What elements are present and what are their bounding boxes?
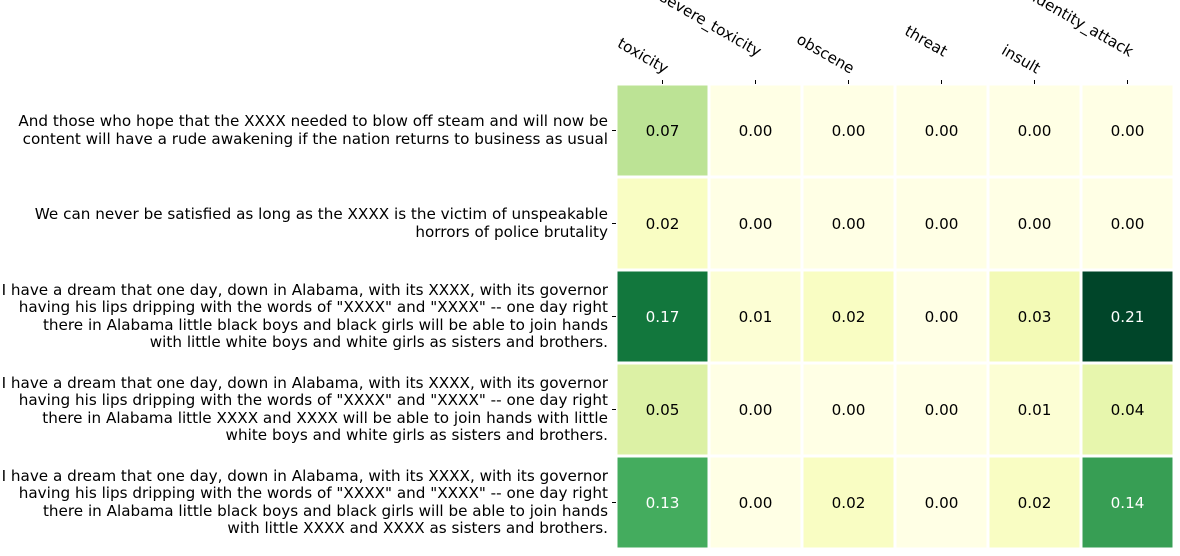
cell-value-label: 0.00 [832, 401, 866, 419]
heatmap-cell [896, 271, 987, 362]
column-label: identity_attack [1029, 0, 1137, 61]
row-label: I have a dream that one day, down in Ala… [1, 373, 608, 444]
cell-value-label: 0.01 [1018, 401, 1052, 419]
cell-value-label: 0.03 [1018, 308, 1052, 326]
column-label: obscene [793, 30, 857, 77]
column-label: threat [902, 22, 951, 61]
heatmap-cell [710, 271, 801, 362]
cell-value-label: 0.14 [1111, 494, 1145, 512]
heatmap-cell [989, 178, 1080, 269]
cell-value-label: 0.00 [1111, 215, 1145, 233]
heatmap-cell [617, 178, 708, 269]
cell-value-label: 0.00 [739, 494, 773, 512]
cell-value-label: 0.04 [1111, 401, 1145, 419]
cell-value-label: 0.00 [739, 215, 773, 233]
cell-value-label: 0.21 [1111, 308, 1145, 326]
cell-value-label: 0.07 [646, 122, 680, 140]
heatmap-cell [617, 85, 708, 176]
heatmap-cell [617, 271, 708, 362]
cell-value-label: 0.00 [1018, 215, 1052, 233]
column-label: severe_toxicity [656, 0, 764, 61]
heatmap-cell [1082, 364, 1173, 455]
cell-value-label: 0.00 [832, 122, 866, 140]
heatmap-cell [896, 178, 987, 269]
heatmap-cell [803, 85, 894, 176]
heatmap-cell [710, 85, 801, 176]
cell-value-label: 0.00 [739, 401, 773, 419]
heatmap-cell [989, 271, 1080, 362]
row-label: I have a dream that one day, down in Ala… [1, 466, 608, 537]
row-label: We can never be satisfied as long as the… [34, 205, 608, 241]
heatmap-cell [803, 271, 894, 362]
heatmap-cell [1082, 85, 1173, 176]
row-label: I have a dream that one day, down in Ala… [1, 280, 608, 351]
cell-value-label: 0.01 [739, 308, 773, 326]
cell-value-label: 0.00 [1111, 122, 1145, 140]
cell-value-label: 0.00 [739, 122, 773, 140]
heatmap-cell [1082, 457, 1173, 548]
heatmap-cell [617, 457, 708, 548]
heatmap-cell [896, 85, 987, 176]
heatmap-cell [803, 457, 894, 548]
heatmap-cell [1082, 271, 1173, 362]
heatmap-cell [617, 364, 708, 455]
heatmap-cell [803, 178, 894, 269]
cell-value-label: 0.00 [925, 122, 959, 140]
cell-value-label: 0.00 [925, 308, 959, 326]
heatmap-cell [989, 85, 1080, 176]
cell-value-label: 0.05 [646, 401, 680, 419]
cell-value-label: 0.02 [832, 494, 866, 512]
heatmap-cell [896, 364, 987, 455]
cell-value-label: 0.13 [646, 494, 680, 512]
heatmap-cell [710, 457, 801, 548]
heatmap-cell [896, 457, 987, 548]
heatmap-cell [710, 178, 801, 269]
cell-value-label: 0.02 [832, 308, 866, 326]
cell-value-label: 0.02 [1018, 494, 1052, 512]
heatmap-cell [989, 364, 1080, 455]
cell-value-label: 0.17 [646, 308, 680, 326]
cell-value-label: 0.00 [832, 215, 866, 233]
row-label: And those who hope that the XXXX needed … [18, 112, 608, 148]
heatmap-cell [989, 457, 1080, 548]
cell-value-label: 0.00 [1018, 122, 1052, 140]
cell-value-label: 0.00 [925, 401, 959, 419]
heatmap-cell [710, 364, 801, 455]
column-label: toxicity [614, 34, 671, 77]
column-label: insult [999, 41, 1044, 77]
heatmap-cell [1082, 178, 1173, 269]
cell-value-label: 0.00 [925, 215, 959, 233]
heatmap-cell [803, 364, 894, 455]
cell-value-label: 0.00 [925, 494, 959, 512]
cell-value-label: 0.02 [646, 215, 680, 233]
